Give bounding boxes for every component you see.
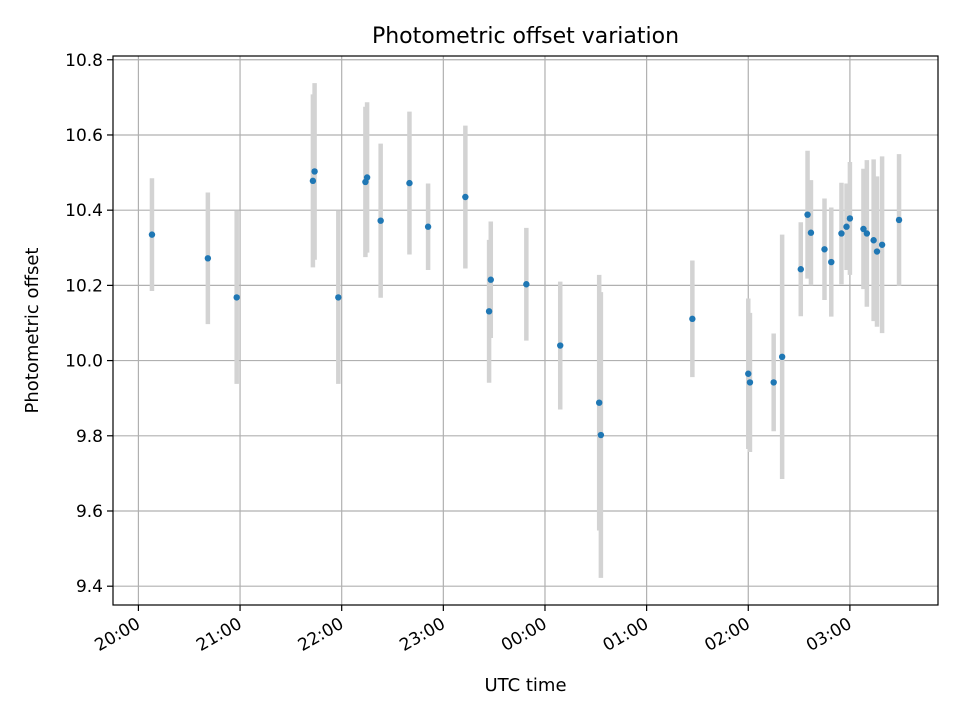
data-point xyxy=(335,294,342,301)
data-point xyxy=(863,230,871,237)
chart-title: Photometric offset variation xyxy=(372,24,679,49)
data-point xyxy=(746,379,754,386)
data-point xyxy=(595,399,603,406)
data-point xyxy=(838,230,845,237)
data-point xyxy=(406,179,413,187)
data-point xyxy=(148,231,156,238)
data-point xyxy=(870,237,877,244)
data-point xyxy=(778,353,786,361)
data-point xyxy=(424,223,432,230)
data-point xyxy=(462,193,469,201)
y-tick-label: 10.4 xyxy=(65,201,103,221)
y-tick-label: 10.0 xyxy=(65,352,103,372)
data-point xyxy=(557,342,564,349)
data-point xyxy=(309,177,317,185)
data-point xyxy=(487,276,494,283)
data-point xyxy=(363,174,371,181)
y-tick-label: 9.4 xyxy=(76,577,103,597)
data-point xyxy=(821,246,828,253)
data-point xyxy=(828,258,835,266)
data-point xyxy=(878,241,886,248)
data-point xyxy=(485,308,493,315)
data-point xyxy=(745,370,752,377)
data-point xyxy=(895,216,903,224)
y-tick-label: 10.6 xyxy=(65,126,103,146)
y-axis-ticks: 9.4 9.6 9.8 10.0 10.2 10.4 10.6 10.8 xyxy=(65,51,113,597)
data-point xyxy=(377,217,384,224)
data-point xyxy=(804,211,811,218)
data-point xyxy=(843,223,850,230)
y-tick-label: 10.8 xyxy=(65,51,103,71)
y-tick-label: 9.6 xyxy=(76,502,103,522)
y-tick-label: 10.2 xyxy=(65,276,103,296)
data-points xyxy=(148,168,903,439)
x-axis-label: UTC time xyxy=(484,675,566,696)
plot-area-frame xyxy=(112,55,939,606)
data-point xyxy=(523,281,530,288)
data-point xyxy=(860,225,867,233)
data-point xyxy=(311,168,318,175)
data-point xyxy=(597,431,605,439)
data-point xyxy=(204,255,212,262)
data-point xyxy=(873,248,881,255)
data-point xyxy=(846,215,854,222)
data-point xyxy=(770,379,777,386)
data-point xyxy=(807,229,815,236)
data-point xyxy=(689,315,696,323)
data-point xyxy=(233,294,240,301)
grid xyxy=(113,56,938,605)
data-point xyxy=(797,266,804,273)
y-tick-label: 9.8 xyxy=(76,427,103,447)
y-axis-label: Photometric offset xyxy=(22,248,43,414)
